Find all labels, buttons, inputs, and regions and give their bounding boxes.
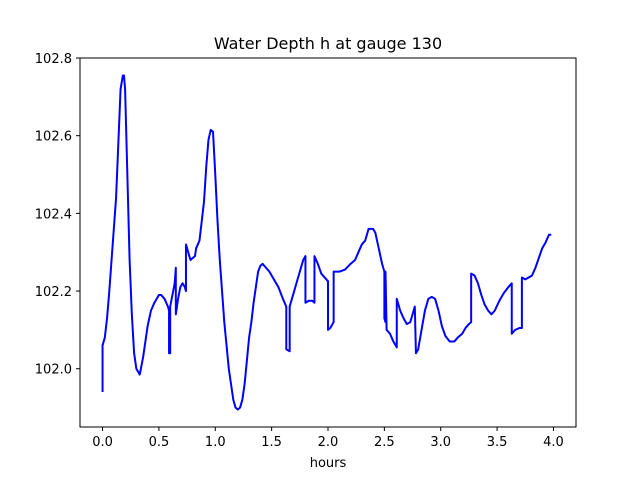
x-tick-label: 3.5 bbox=[487, 435, 508, 450]
y-axis: 102.0 102.2 102.4 102.6 102.8 bbox=[35, 52, 80, 378]
y-tick-label: 102.0 bbox=[35, 363, 72, 378]
y-tick-label: 102.8 bbox=[35, 52, 72, 67]
y-tick-label: 102.2 bbox=[35, 285, 72, 300]
chart-title: Water Depth h at gauge 130 bbox=[214, 34, 442, 53]
x-tick-label: 1.5 bbox=[261, 435, 282, 450]
x-axis: 0.0 0.5 1.0 1.5 2.0 2.5 3.0 3.5 4.0 bbox=[92, 427, 564, 450]
series-line bbox=[101, 74, 552, 411]
x-tick-label: 4.0 bbox=[543, 435, 564, 450]
x-tick-label: 2.5 bbox=[374, 435, 395, 450]
x-tick-label: 2.0 bbox=[318, 435, 339, 450]
x-tick-label: 0.0 bbox=[92, 435, 113, 450]
x-tick-label: 0.5 bbox=[149, 435, 170, 450]
y-tick-label: 102.4 bbox=[35, 207, 72, 222]
x-tick-label: 3.0 bbox=[430, 435, 451, 450]
x-tick-label: 1.0 bbox=[205, 435, 226, 450]
x-axis-label: hours bbox=[310, 456, 347, 471]
y-tick-label: 102.6 bbox=[35, 130, 72, 145]
